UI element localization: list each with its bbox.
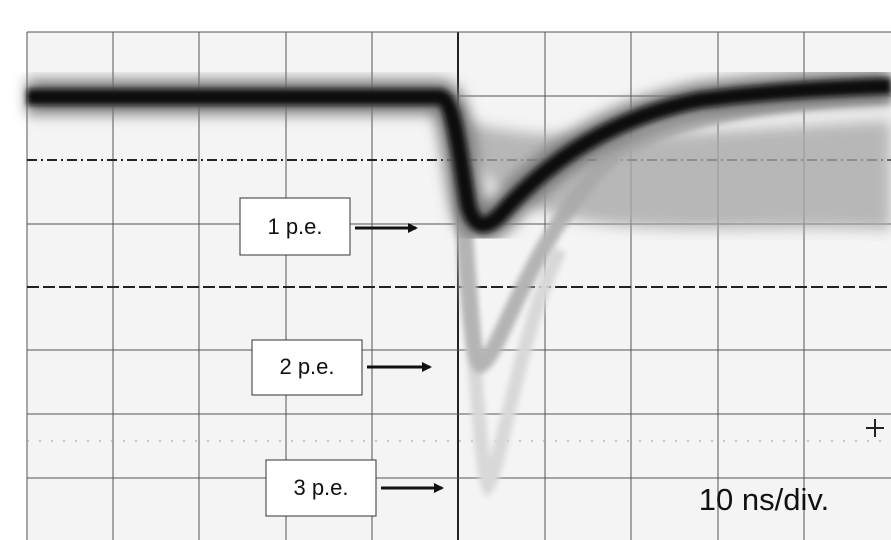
label-text: 2 p.e. (279, 354, 334, 379)
page: 1 p.e. 2 p.e. 3 p.e. 10 ns/div. (() => {… (0, 0, 891, 540)
time-scale: 10 ns/div. (699, 482, 829, 517)
label-text: 3 p.e. (293, 475, 348, 500)
label-text: 1 p.e. (267, 214, 322, 239)
oscilloscope-screen: 1 p.e. 2 p.e. 3 p.e. 10 ns/div. (0, 0, 891, 540)
